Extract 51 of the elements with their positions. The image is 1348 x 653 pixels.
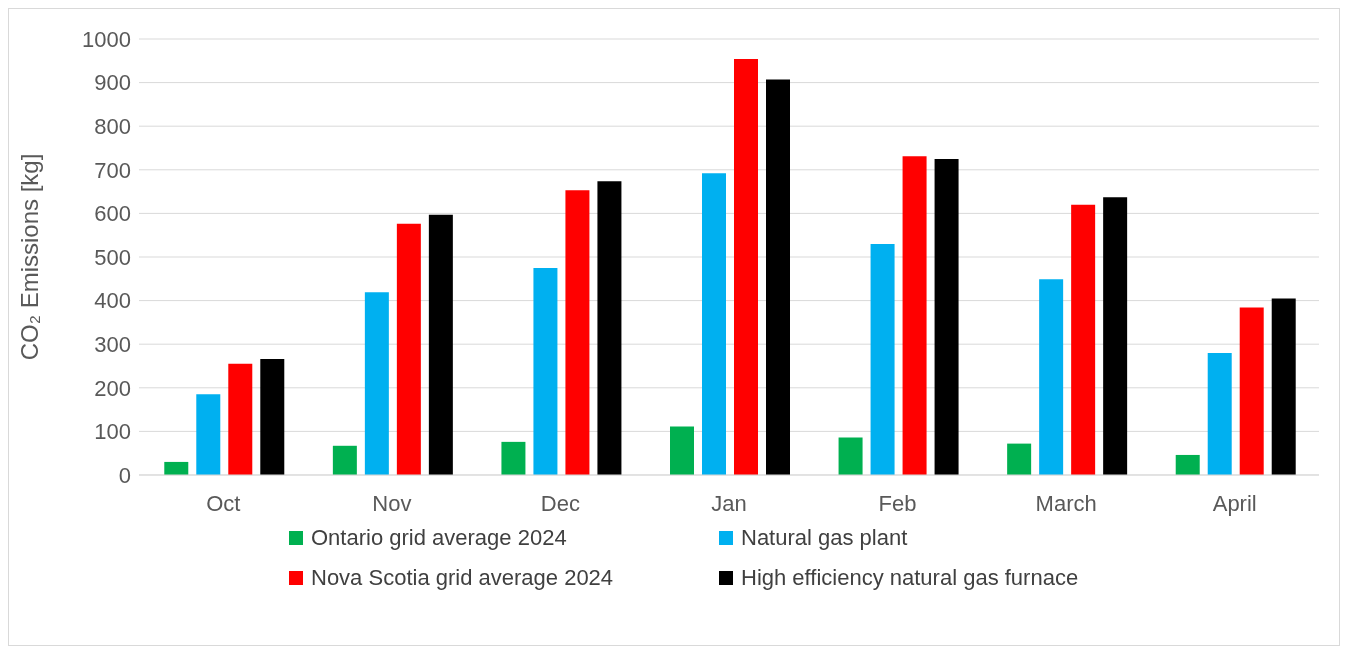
- bar: [766, 79, 790, 475]
- bar: [902, 156, 927, 475]
- y-tick-label: 600: [94, 201, 131, 227]
- y-tick-label: 700: [94, 157, 131, 183]
- legend-label: Nova Scotia grid average 2024: [311, 565, 614, 591]
- x-tick-label: April: [1212, 490, 1257, 516]
- y-tick-label: 900: [94, 70, 131, 96]
- legend-label: Natural gas plant: [741, 525, 908, 551]
- bar: [1175, 454, 1200, 475]
- bar: [565, 190, 590, 475]
- bar: [228, 363, 253, 475]
- y-tick-label: 800: [94, 114, 131, 140]
- bar: [734, 59, 758, 475]
- y-tick-label: 0: [118, 462, 131, 488]
- y-axis-title: CO₂ Emissions [kg]: [15, 153, 43, 361]
- bar: [934, 158, 959, 475]
- bar: [670, 426, 694, 475]
- bar: [164, 461, 189, 475]
- bar: [1007, 443, 1032, 475]
- bar: [1071, 204, 1096, 475]
- x-tick-label: Feb: [878, 490, 917, 516]
- y-tick-label: 500: [94, 244, 131, 270]
- bar: [1103, 197, 1128, 475]
- bar: [1239, 307, 1264, 475]
- x-tick-label: Jan: [711, 490, 747, 516]
- bar: [332, 445, 357, 475]
- bar: [702, 173, 726, 475]
- bar: [196, 394, 221, 475]
- y-tick-label: 400: [94, 288, 131, 314]
- bar: [597, 181, 622, 475]
- bar: [870, 243, 895, 475]
- bar: [364, 292, 389, 475]
- y-tick-label: 300: [94, 332, 131, 358]
- legend-label: High efficiency natural gas furnace: [741, 565, 1079, 591]
- bar: [428, 214, 453, 475]
- bar: [1271, 298, 1296, 475]
- bar: [260, 359, 285, 475]
- legend-label: Ontario grid average 2024: [311, 525, 567, 551]
- bar: [1207, 352, 1232, 475]
- y-tick-label: 200: [94, 375, 131, 401]
- y-tick-label: 1000: [82, 26, 131, 52]
- bar: [838, 437, 863, 475]
- bar: [396, 223, 421, 475]
- x-tick-label: Dec: [540, 490, 580, 516]
- x-tick-label: March: [1035, 490, 1097, 516]
- bar: [533, 267, 558, 475]
- bar: [501, 441, 526, 475]
- x-tick-label: Oct: [206, 490, 241, 516]
- bar: [1039, 279, 1064, 475]
- y-tick-label: 100: [94, 419, 131, 445]
- x-tick-label: Nov: [372, 490, 412, 516]
